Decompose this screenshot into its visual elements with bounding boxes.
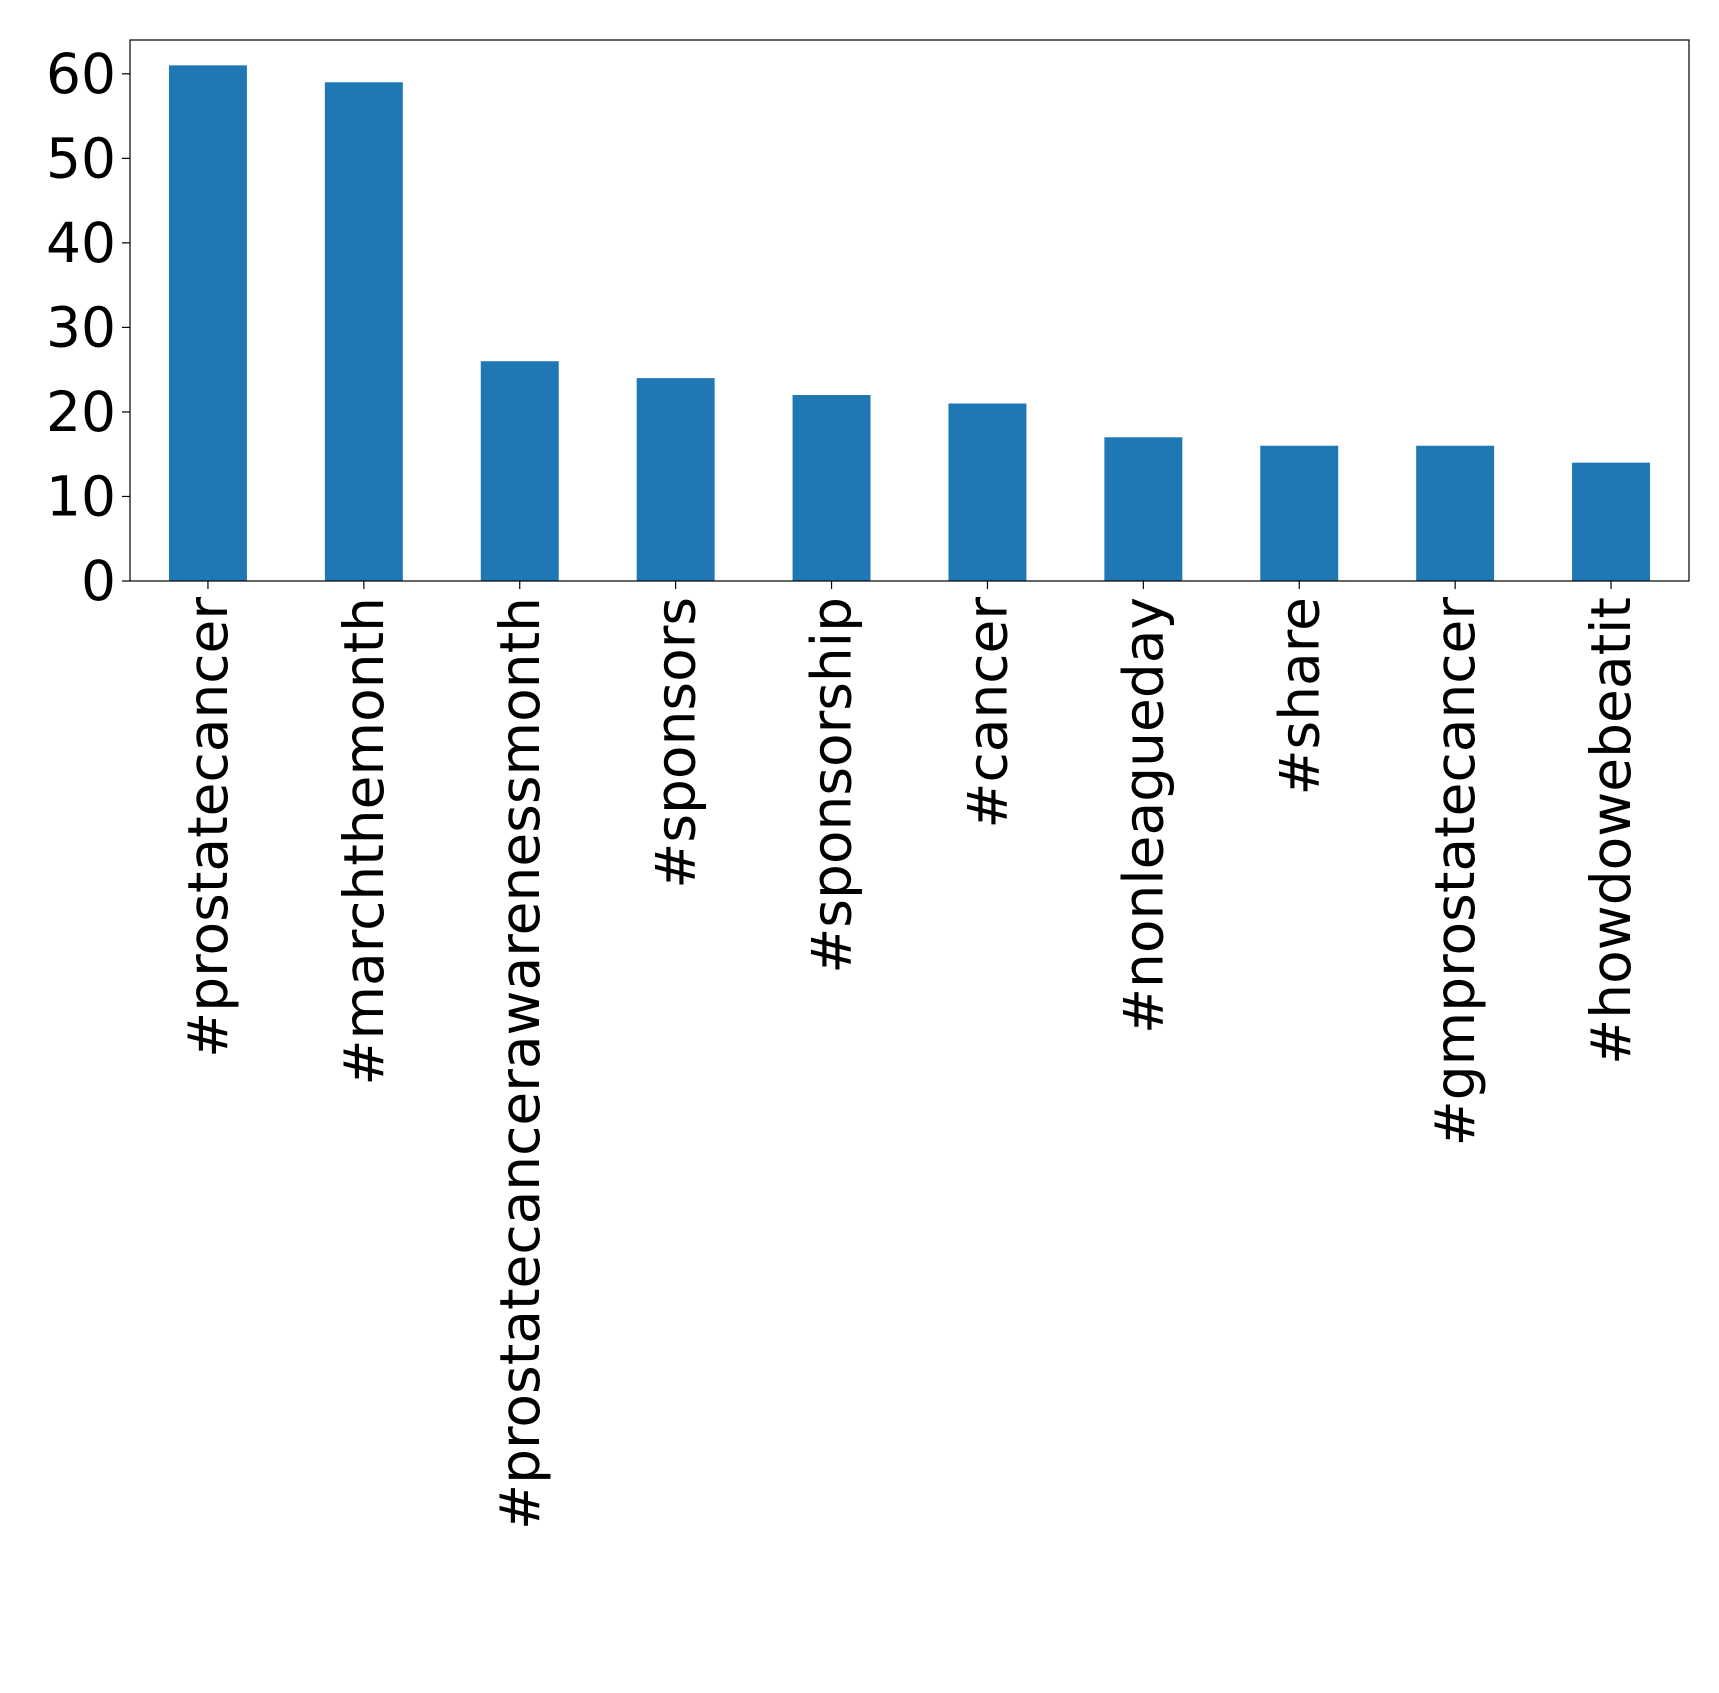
bar <box>792 395 871 581</box>
y-tick-label: 60 <box>46 42 116 106</box>
x-tick-label: #sponsorship <box>800 597 864 974</box>
bar <box>480 361 559 581</box>
y-tick-label: 40 <box>46 211 116 275</box>
x-tick-label: #sponsors <box>644 597 708 889</box>
y-tick-label: 10 <box>46 464 116 528</box>
bar <box>324 82 403 581</box>
x-tick-label: #marchthemonth <box>332 597 396 1086</box>
bar <box>1572 462 1651 581</box>
x-axis: #prostatecancer #marchthemonth #prostateca… <box>176 581 1643 1530</box>
bar <box>1416 445 1495 581</box>
y-tick-label: 50 <box>46 126 116 190</box>
x-tick-label: #cancer <box>955 597 1019 829</box>
x-tick-label: #prostatecancerawarenessmonth <box>488 597 552 1530</box>
y-tick-label: 20 <box>46 380 116 444</box>
bar <box>948 403 1027 581</box>
x-tick-label: #gmprostatecancer <box>1423 597 1487 1147</box>
y-tick-label: 0 <box>81 549 116 613</box>
plot-frame <box>129 39 1690 582</box>
x-tick-label: #howdowebeatit <box>1579 597 1643 1065</box>
bars-group <box>168 65 1651 581</box>
y-axis: 0 10 20 30 40 50 60 <box>46 42 130 613</box>
bar <box>1104 437 1183 581</box>
x-tick-label: #prostatecancer <box>176 597 240 1058</box>
x-tick-label: #share <box>1267 597 1331 796</box>
x-tick-label: #nonleagueday <box>1111 597 1175 1034</box>
bar <box>636 378 715 581</box>
bar <box>1260 445 1339 581</box>
bar <box>168 65 247 581</box>
y-tick-label: 30 <box>46 295 116 359</box>
